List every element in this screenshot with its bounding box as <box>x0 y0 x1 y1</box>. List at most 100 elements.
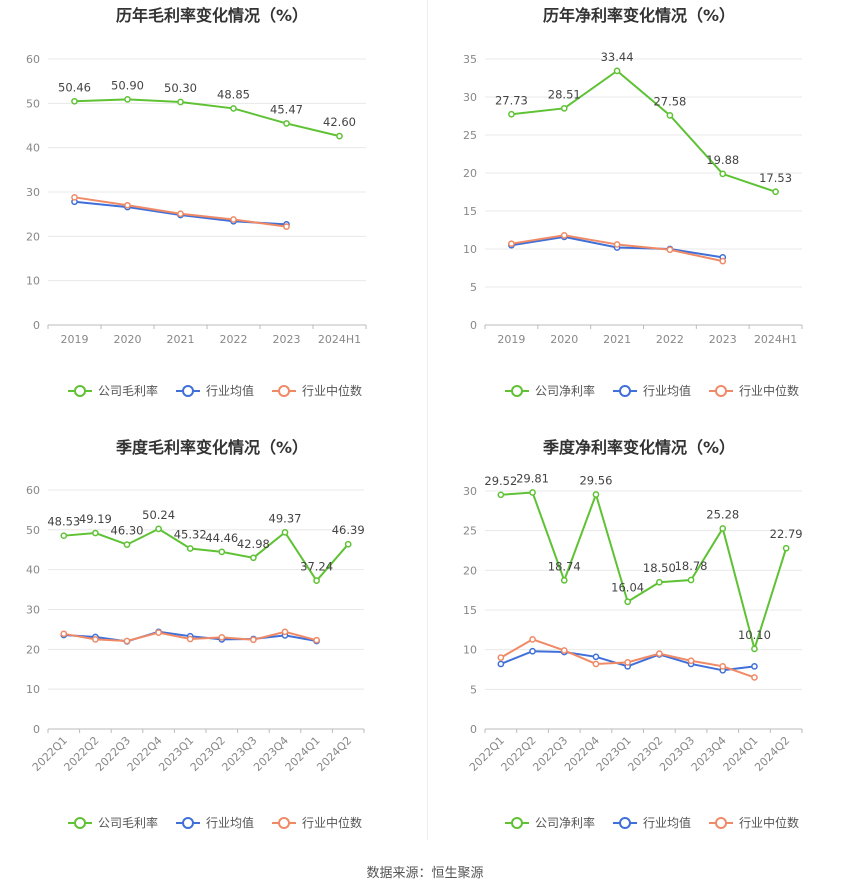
legend-label: 行业均值 <box>206 383 254 398</box>
data-point-company <box>177 98 184 106</box>
y-tick-label: 20 <box>463 167 477 180</box>
data-label: 46.30 <box>111 524 144 538</box>
data-point-industry_median <box>60 630 68 638</box>
x-tick-label: 2024Q2 <box>314 734 354 774</box>
data-point-industry_median <box>624 659 631 666</box>
data-label: 18.78 <box>675 559 708 573</box>
y-tick-label: 20 <box>26 230 40 243</box>
y-tick-label: 50 <box>26 524 40 537</box>
chart-svg: 季度毛利率变化情况（%）01020304050602022Q12022Q2202… <box>26 438 365 830</box>
data-label: 50.90 <box>111 78 144 92</box>
data-point-industry_median <box>751 674 758 681</box>
data-point-company <box>60 532 68 540</box>
y-tick-label: 25 <box>463 525 477 538</box>
data-label: 17.53 <box>759 171 792 185</box>
x-tick-label: 2024H1 <box>318 333 361 346</box>
legend-label: 行业中位数 <box>302 383 362 398</box>
data-point-industry_avg <box>751 662 758 670</box>
data-point-company <box>719 525 727 532</box>
y-tick-label: 10 <box>463 243 477 256</box>
x-tick-label: 2020 <box>550 333 578 346</box>
data-point-company <box>529 489 536 496</box>
data-point-company <box>71 97 78 105</box>
data-label: 48.85 <box>217 87 250 101</box>
data-label: 27.73 <box>495 93 528 107</box>
legend-item-company: 公司毛利率 <box>68 815 158 830</box>
y-tick-label: 10 <box>26 683 40 696</box>
x-tick-label: 2019 <box>497 333 525 346</box>
legend-item-company: 公司净利率 <box>505 815 595 830</box>
legend-item-industry_median: 行业中位数 <box>272 815 362 830</box>
chart-title: 历年净利率变化情况（%） <box>543 6 735 25</box>
y-tick-label: 0 <box>470 319 477 332</box>
y-tick-label: 5 <box>470 281 477 294</box>
legend-label: 行业中位数 <box>302 815 362 830</box>
data-label: 18.74 <box>548 559 581 573</box>
data-point-company <box>560 104 568 112</box>
data-point-company <box>124 95 131 103</box>
data-point-industry_median <box>719 662 727 670</box>
data-label: 50.24 <box>142 508 175 522</box>
data-point-industry_median <box>560 231 568 239</box>
series-line-industry_median <box>500 638 755 679</box>
data-label: 49.37 <box>269 511 302 525</box>
data-point-industry_median <box>497 654 505 661</box>
data-point-industry_median <box>529 636 536 643</box>
data-label: 37.24 <box>300 560 333 574</box>
data-point-industry_median <box>177 210 184 218</box>
data-point-industry_median <box>666 246 674 254</box>
data-point-company <box>666 112 674 119</box>
x-tick-label: 2021 <box>167 333 195 346</box>
legend-swatch-marker <box>182 817 194 829</box>
x-tick-label: 2024Q2 <box>752 734 792 774</box>
y-tick-label: 50 <box>26 97 40 110</box>
data-label: 22.79 <box>770 527 803 541</box>
data-point-company <box>281 528 289 536</box>
y-tick-label: 60 <box>26 53 40 66</box>
data-point-industry_median <box>656 650 663 657</box>
y-tick-label: 20 <box>26 643 40 656</box>
data-point-company <box>719 170 727 178</box>
chart-svg: 季度净利率变化情况（%）0510152025302022Q12022Q22022… <box>463 438 803 830</box>
legend-swatch-marker <box>619 385 631 397</box>
data-point-industry_median <box>124 201 131 209</box>
x-tick-label: 2020 <box>114 333 142 346</box>
legend-swatch-marker <box>278 385 290 397</box>
panel-divider <box>427 0 428 840</box>
data-label: 48.53 <box>47 515 80 529</box>
chart-svg: 历年毛利率变化情况（%） 0 10 20 30 40 50 60 2019 2020 2021 202… <box>26 6 367 398</box>
legend-item-industry_median: 行业中位数 <box>709 815 799 830</box>
data-point-company <box>230 105 237 112</box>
y-tick-label: 30 <box>463 485 477 498</box>
data-point-industry_median <box>71 193 78 201</box>
data-point-company <box>218 548 226 556</box>
data-label: 18.50 <box>643 561 676 575</box>
data-label: 44.46 <box>205 531 238 545</box>
y-tick-label: 15 <box>463 604 477 617</box>
data-point-industry_median <box>92 636 99 643</box>
legend-swatch-marker <box>182 385 194 397</box>
legend-item-industry_avg: 行业均值 <box>176 815 254 830</box>
data-label: 10.10 <box>738 628 771 642</box>
data-label: 29.52 <box>484 474 517 488</box>
y-tick-label: 35 <box>463 53 477 66</box>
data-point-industry_median <box>687 657 695 665</box>
series-line-company <box>74 98 340 138</box>
data-point-industry_median <box>155 629 162 636</box>
legend-swatch-marker <box>715 385 727 397</box>
chart-title: 历年毛利率变化情况（%） <box>116 6 308 25</box>
data-point-company <box>92 529 99 537</box>
data-point-company <box>782 544 790 552</box>
y-tick-label: 20 <box>463 564 477 577</box>
quarterly-net-margin-chart: 季度净利率变化情况（%） 0 5 10 15 20 25 30 2022Q1 2022Q2 2022… <box>427 432 850 862</box>
series-line-company <box>63 527 349 583</box>
data-label: 42.98 <box>237 537 270 551</box>
data-label: 49.19 <box>79 512 112 526</box>
data-point-company <box>250 554 257 562</box>
legend-item-company: 公司毛利率 <box>68 383 158 398</box>
data-point-company <box>336 132 343 140</box>
chart-title: 季度净利率变化情况（%） <box>542 438 735 457</box>
data-point-company <box>344 540 352 548</box>
data-point-industry_median <box>592 660 600 668</box>
data-point-company <box>283 120 290 127</box>
